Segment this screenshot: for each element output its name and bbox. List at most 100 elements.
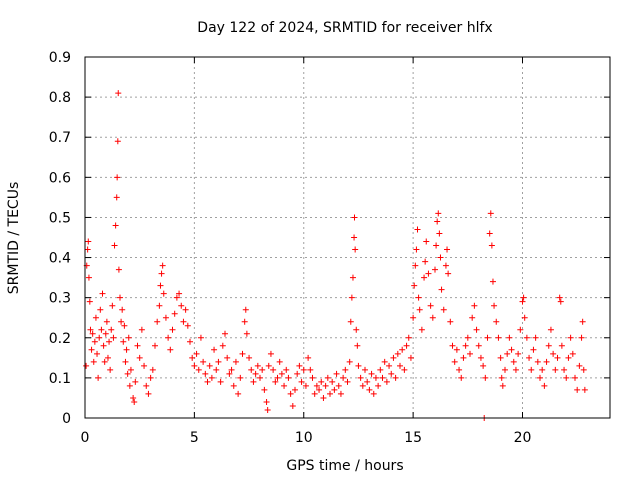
data-point <box>287 390 294 397</box>
data-point <box>114 174 121 181</box>
y-axis-label: SRMTID / TECUs <box>6 182 22 295</box>
data-point <box>123 346 130 353</box>
data-point <box>372 374 379 381</box>
data-point <box>108 326 115 333</box>
data-point <box>413 246 420 253</box>
data-point <box>160 290 167 297</box>
data-point <box>213 366 220 373</box>
data-point <box>126 382 133 389</box>
data-point <box>537 374 543 381</box>
data-point <box>517 326 524 333</box>
data-point <box>388 370 395 377</box>
data-point <box>392 374 399 381</box>
data-point <box>119 306 126 313</box>
data-point <box>97 306 104 313</box>
data-point <box>493 318 500 325</box>
data-point <box>106 338 113 345</box>
data-point <box>91 338 98 345</box>
data-point <box>112 222 119 229</box>
data-point <box>368 370 375 377</box>
data-point <box>471 302 478 309</box>
data-point <box>136 354 143 361</box>
data-points <box>83 90 588 421</box>
data-point <box>300 366 307 373</box>
chart-title: Day 122 of 2024, SRMTID for receiver hlf… <box>197 20 492 36</box>
data-point <box>355 362 362 369</box>
data-point <box>208 374 215 381</box>
data-point <box>545 342 552 349</box>
data-point <box>512 366 519 373</box>
data-point <box>379 374 386 381</box>
data-point <box>558 342 565 349</box>
data-point <box>285 374 292 381</box>
data-point <box>100 342 107 349</box>
data-point <box>154 318 161 325</box>
x-tick-label: 0 <box>81 430 90 446</box>
data-point <box>272 378 279 385</box>
data-point <box>307 366 314 373</box>
data-point <box>232 358 239 365</box>
data-point <box>311 390 318 397</box>
data-point <box>182 306 189 313</box>
data-point <box>366 386 373 393</box>
data-point <box>239 350 246 357</box>
data-point <box>467 350 473 357</box>
data-point <box>257 374 263 381</box>
data-point <box>101 358 108 365</box>
data-point <box>217 378 224 385</box>
data-point <box>337 390 344 397</box>
data-point <box>270 366 277 373</box>
data-point <box>520 294 527 301</box>
data-point <box>418 326 425 333</box>
data-point <box>292 386 298 393</box>
data-point <box>456 366 463 373</box>
data-point <box>469 314 476 321</box>
data-point <box>298 378 305 385</box>
data-point <box>523 334 530 341</box>
data-point <box>138 326 145 333</box>
data-point <box>482 374 489 381</box>
data-point <box>152 342 158 349</box>
data-point <box>224 354 231 361</box>
data-point <box>96 334 103 341</box>
data-point <box>399 346 406 353</box>
data-point <box>109 302 116 309</box>
data-point <box>222 330 228 337</box>
data-point <box>102 330 109 337</box>
data-point <box>502 366 508 373</box>
data-point <box>267 350 274 357</box>
data-point <box>254 362 261 369</box>
data-point <box>495 334 502 341</box>
data-point <box>127 366 134 373</box>
data-point <box>265 362 272 369</box>
data-point <box>515 350 522 357</box>
grid <box>85 57 610 418</box>
data-point <box>189 354 196 361</box>
x-tick-label: 5 <box>190 430 199 446</box>
data-point <box>158 270 165 277</box>
data-point <box>541 382 548 389</box>
data-point <box>94 350 101 357</box>
data-point <box>435 210 442 217</box>
data-point <box>390 354 397 361</box>
data-point <box>427 302 434 309</box>
data-point <box>104 354 111 361</box>
data-point <box>362 366 368 373</box>
data-point <box>405 334 412 341</box>
y-tick-label: 0.6 <box>49 170 71 186</box>
data-point <box>344 378 351 385</box>
data-point <box>415 294 422 301</box>
data-point <box>460 354 467 361</box>
data-point <box>554 354 561 361</box>
y-tick-labels: 0 0.1 0.2 0.3 0.4 0.5 0.6 0.7 0.8 0.9 <box>49 50 71 427</box>
data-point <box>412 262 419 269</box>
data-point <box>416 306 423 313</box>
data-point <box>567 334 574 341</box>
data-point <box>348 294 355 301</box>
data-point <box>296 362 303 369</box>
data-point <box>578 334 585 341</box>
data-point <box>113 194 120 201</box>
data-point <box>547 326 554 333</box>
data-point <box>354 342 361 349</box>
